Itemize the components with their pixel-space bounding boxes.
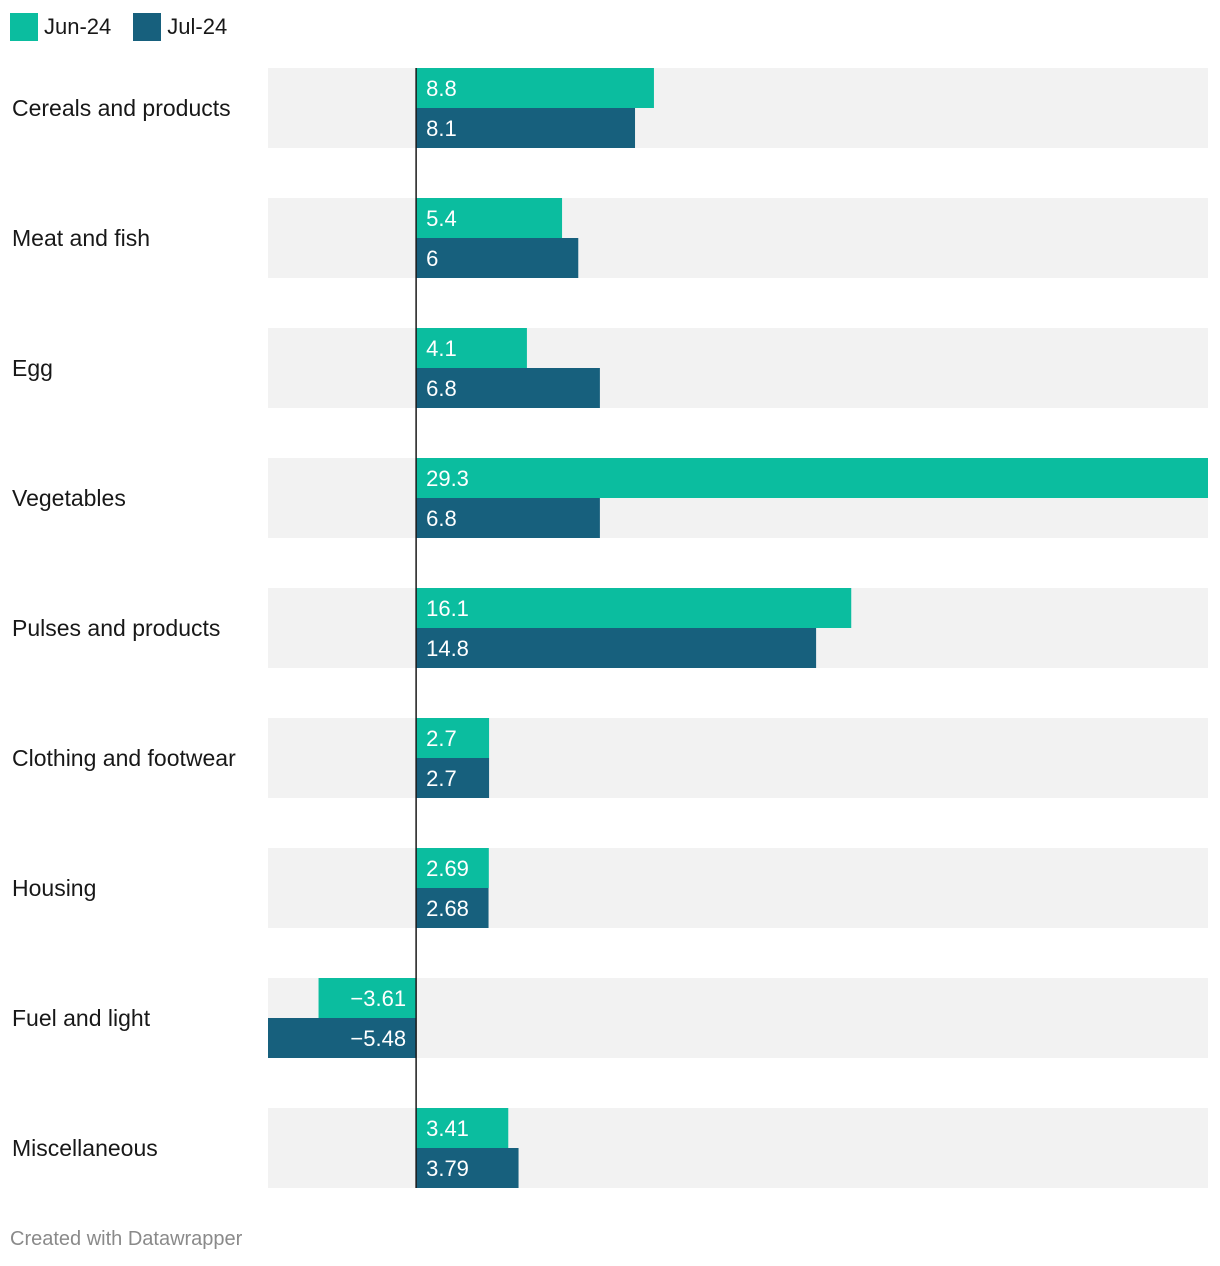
category-label: Miscellaneous: [12, 1135, 158, 1161]
value-label: 3.79: [426, 1156, 469, 1181]
bar-jun: [416, 328, 527, 368]
value-label: 5.4: [426, 206, 457, 231]
bar-jun: [416, 198, 563, 238]
bar-jun: [318, 978, 417, 1018]
bar-jul: [416, 238, 579, 278]
bar-jun: [416, 68, 654, 108]
value-label: 2.7: [426, 766, 457, 791]
bar-jun: [416, 848, 489, 888]
category-label: Meat and fish: [12, 225, 150, 251]
value-label: 4.1: [426, 336, 457, 361]
legend-item-jul: Jul-24: [133, 13, 227, 41]
bar-jul: [416, 108, 636, 148]
value-label: 6: [426, 246, 438, 271]
bar-jul: [416, 1148, 519, 1188]
legend-label-jun: Jun-24: [44, 14, 112, 39]
bar-jun: [416, 588, 852, 628]
value-label: 8.1: [426, 116, 457, 141]
value-label: 2.68: [426, 896, 469, 921]
value-label: −3.61: [350, 986, 406, 1011]
value-label: 6.8: [426, 506, 457, 531]
value-label: 29.3: [426, 466, 469, 491]
row-background: [268, 328, 1208, 408]
legend: Jun-24 Jul-24: [10, 12, 249, 42]
bar-jul: [416, 628, 817, 668]
category-label: Clothing and footwear: [12, 745, 236, 771]
value-label: 8.8: [426, 76, 457, 101]
value-label: 6.8: [426, 376, 457, 401]
row-background: [268, 1108, 1208, 1188]
bar-jul: [416, 498, 600, 538]
bar-jul: [416, 368, 600, 408]
bar-jul: [416, 888, 489, 928]
category-label: Vegetables: [12, 485, 126, 511]
row-background: [268, 68, 1208, 148]
category-label: Egg: [12, 355, 53, 381]
row-background: [268, 718, 1208, 798]
row-background: [268, 848, 1208, 928]
category-label: Fuel and light: [12, 1005, 151, 1031]
bar-jun: [416, 1108, 509, 1148]
legend-swatch-jun: [10, 13, 38, 41]
row-background: [268, 978, 1208, 1058]
bar-jul: [268, 1018, 417, 1058]
category-label: Housing: [12, 875, 96, 901]
category-label: Pulses and products: [12, 615, 220, 641]
value-label: 16.1: [426, 596, 469, 621]
value-label: 3.41: [426, 1116, 469, 1141]
legend-item-jun: Jun-24: [10, 13, 111, 41]
value-label: 14.8: [426, 636, 469, 661]
bar-jul: [416, 758, 490, 798]
legend-label-jul: Jul-24: [167, 14, 228, 39]
bar-jun: [416, 458, 1208, 498]
category-label: Cereals and products: [12, 95, 231, 121]
value-label: 2.7: [426, 726, 457, 751]
footer-credit: Created with Datawrapper: [10, 1228, 243, 1250]
legend-swatch-jul: [133, 13, 162, 41]
bar-jun: [416, 718, 490, 758]
value-label: −5.48: [350, 1026, 406, 1051]
value-label: 2.69: [426, 856, 469, 881]
row-background: [268, 198, 1208, 278]
